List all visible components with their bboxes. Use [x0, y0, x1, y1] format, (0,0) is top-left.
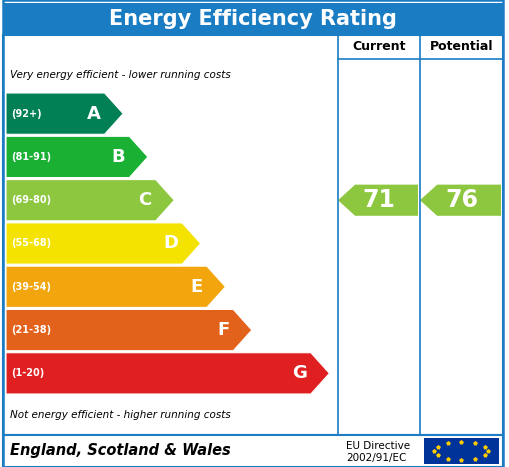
Text: D: D: [163, 234, 178, 253]
Polygon shape: [6, 353, 329, 394]
Polygon shape: [420, 184, 501, 216]
Polygon shape: [6, 266, 225, 307]
Text: Potential: Potential: [430, 41, 493, 54]
Bar: [424, 438, 499, 464]
Text: 71: 71: [362, 188, 395, 212]
Polygon shape: [6, 180, 174, 221]
Text: G: G: [292, 364, 307, 382]
Text: (55-68): (55-68): [11, 239, 51, 248]
Text: A: A: [87, 105, 101, 123]
Polygon shape: [6, 223, 201, 264]
Text: (21-38): (21-38): [11, 325, 51, 335]
Text: B: B: [111, 148, 125, 166]
Polygon shape: [6, 310, 252, 351]
Bar: [3, 435, 503, 467]
Text: Not energy efficient - higher running costs: Not energy efficient - higher running co…: [10, 410, 231, 420]
Text: Very energy efficient - lower running costs: Very energy efficient - lower running co…: [10, 71, 231, 80]
Text: EU Directive: EU Directive: [346, 441, 410, 451]
Text: 2002/91/EC: 2002/91/EC: [346, 453, 406, 463]
Text: England, Scotland & Wales: England, Scotland & Wales: [10, 444, 231, 459]
Text: (92+): (92+): [11, 109, 42, 119]
Text: 76: 76: [445, 188, 478, 212]
Text: C: C: [138, 191, 152, 209]
Polygon shape: [6, 136, 148, 177]
Bar: [3, 35, 503, 435]
Text: Current: Current: [352, 41, 406, 54]
Polygon shape: [338, 184, 418, 216]
Text: F: F: [217, 321, 229, 339]
Text: (1-20): (1-20): [11, 368, 44, 378]
Text: (69-80): (69-80): [11, 195, 51, 205]
Bar: [3, 3, 503, 35]
Polygon shape: [6, 93, 123, 134]
Text: E: E: [191, 278, 203, 296]
Text: (81-91): (81-91): [11, 152, 51, 162]
Text: Energy Efficiency Rating: Energy Efficiency Rating: [109, 9, 397, 29]
Text: (39-54): (39-54): [11, 282, 51, 292]
